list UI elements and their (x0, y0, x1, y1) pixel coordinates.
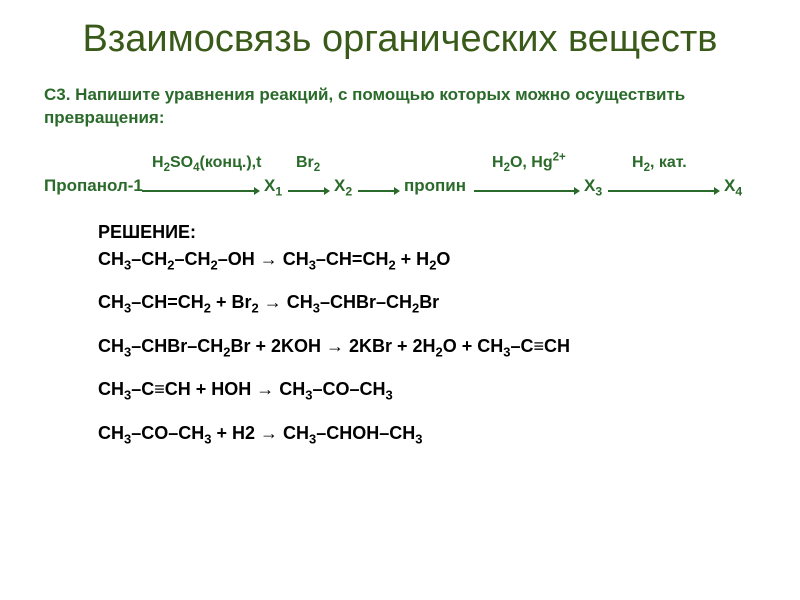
arrow-icon (474, 186, 580, 196)
scheme-node: X2 (334, 176, 352, 196)
equation-line: CH3–CHBr–CH2Br + 2KOH → 2KBr + 2H2O + CH… (98, 336, 756, 358)
reaction-scheme: Пропанол-1 X1 X2 пропин X3 X4 H2SO4(конц.),t Br… (44, 154, 756, 208)
equation-line: CH3–CO–CH3 + H2 → CH3–CHOH–CH3 (98, 423, 756, 445)
scheme-node: X3 (584, 176, 602, 196)
arrow-condition: Br2 (296, 154, 320, 172)
page-title: Взаимосвязь органических веществ (44, 18, 756, 62)
equation-line: CH3–CH=CH2 + Br2 → CH3–CHBr–CH2Br (98, 292, 756, 314)
equation-line: CH3–C≡CH + HOH → CH3–CO–CH3 (98, 379, 756, 401)
arrow-condition: H2, кат. (632, 154, 687, 172)
scheme-node: Пропанол-1 (44, 176, 143, 196)
arrow-icon (358, 186, 400, 196)
equations-block: CH3–CH2–CH2–OH → CH3–CH=CH2 + H2O CH3–CH=… (44, 249, 756, 445)
arrow-condition: H2O, Hg2+ (492, 154, 566, 172)
task-description: С3. Напишите уравнения реакций, с помощь… (44, 84, 756, 130)
scheme-node: X1 (264, 176, 282, 196)
arrow-icon (288, 186, 330, 196)
solution-label: РЕШЕНИЕ: (98, 222, 756, 243)
arrow-icon (142, 186, 260, 196)
scheme-node: X4 (724, 176, 742, 196)
scheme-node: пропин (404, 176, 466, 196)
arrow-condition: H2SO4(конц.),t (152, 154, 261, 172)
arrow-icon (608, 186, 720, 196)
equation-line: CH3–CH2–CH2–OH → CH3–CH=CH2 + H2O (98, 249, 756, 271)
